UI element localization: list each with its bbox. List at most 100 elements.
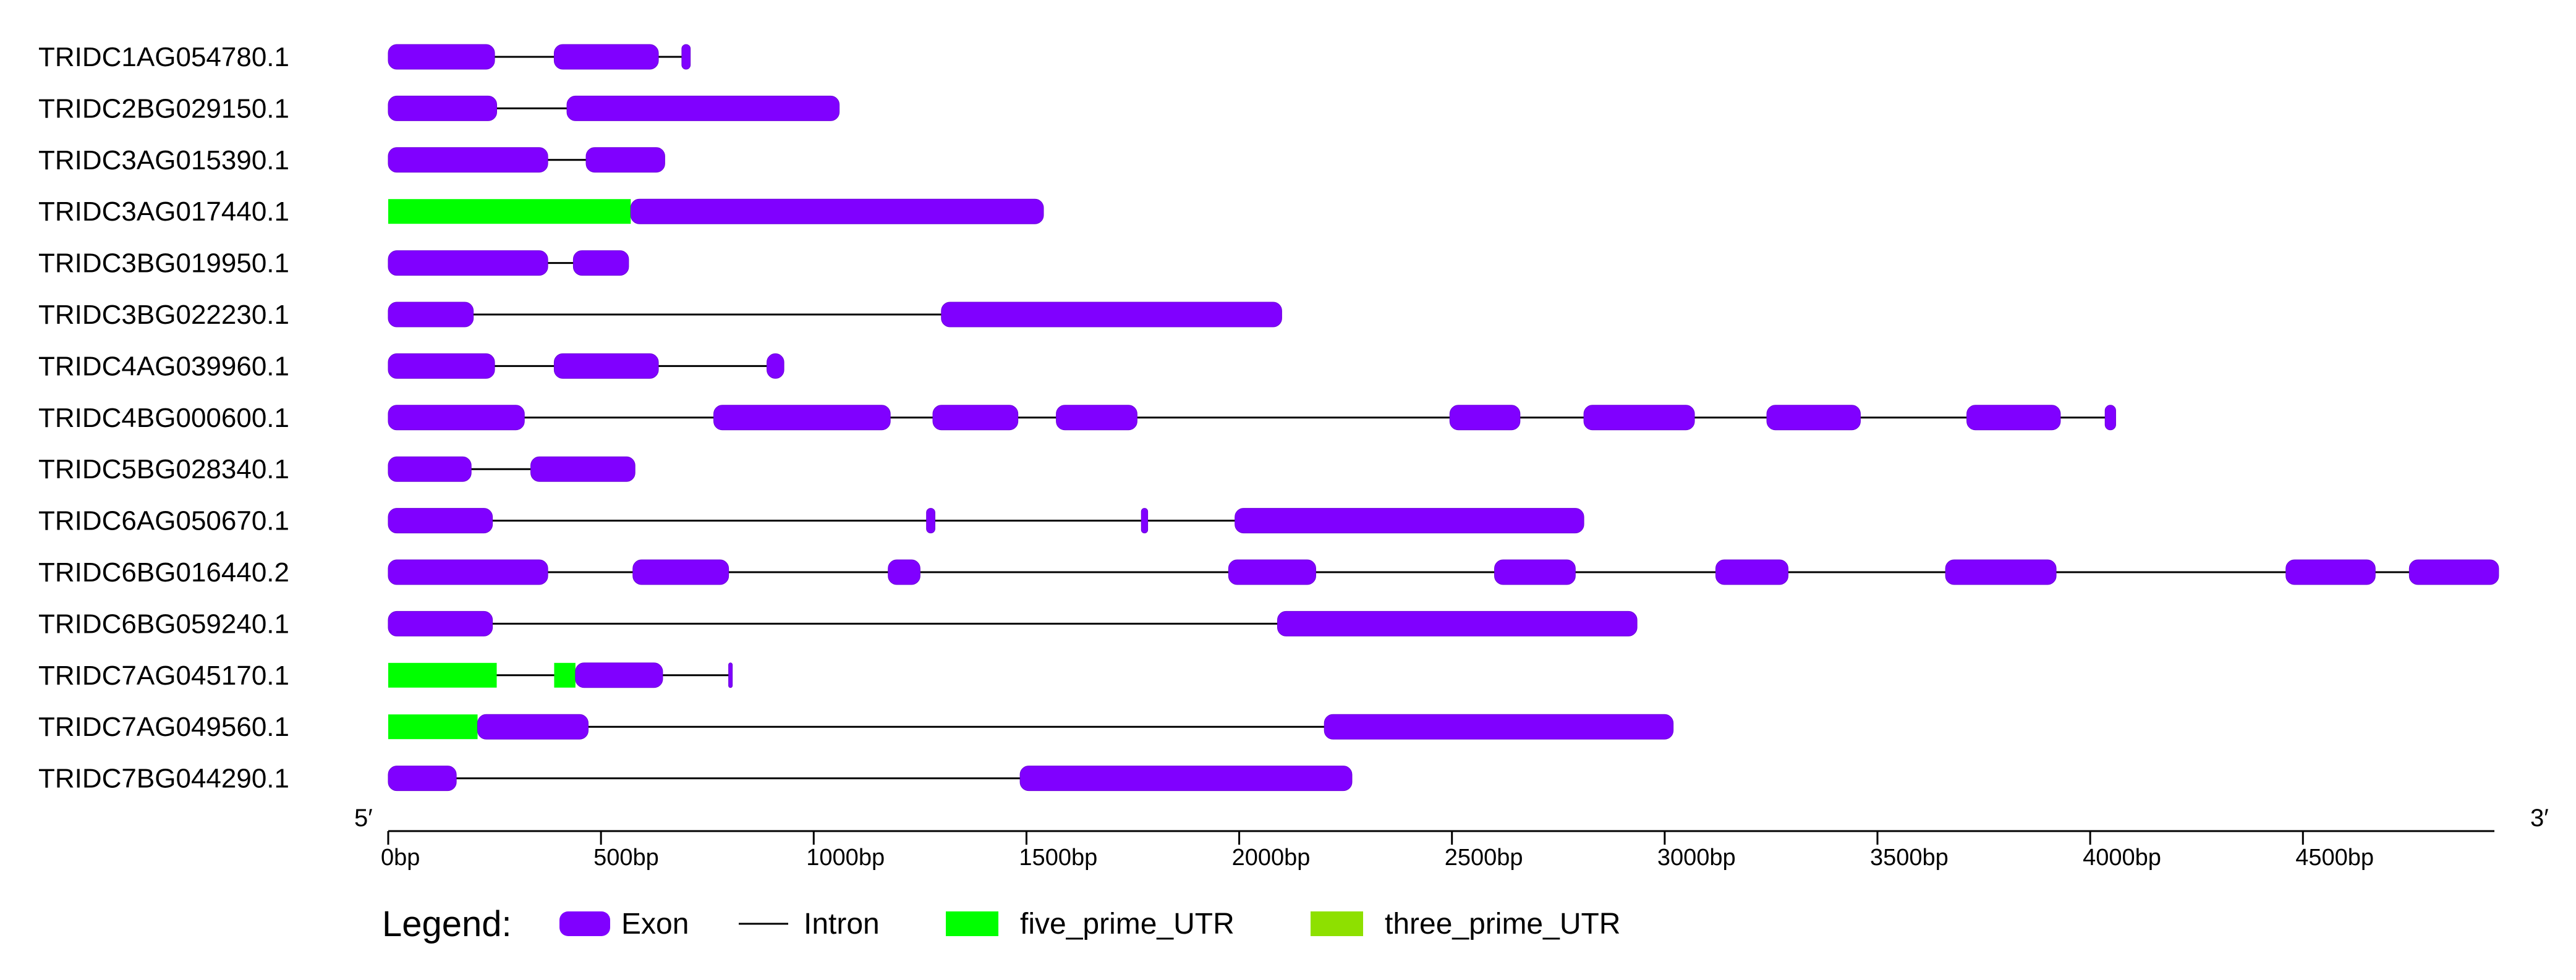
exon — [2408, 559, 2499, 585]
exon — [1228, 559, 1316, 585]
gene-row: TRIDC3BG022230.1 — [38, 300, 1282, 330]
tick-label: 2000bp — [1232, 845, 1311, 871]
tick-label: 500bp — [593, 845, 659, 871]
exon — [1966, 405, 2061, 431]
exon — [1715, 559, 1788, 585]
gene-row: TRIDC3AG015390.1 — [38, 145, 665, 175]
gene-label: TRIDC2BG029150.1 — [38, 93, 289, 124]
five-prime-utr — [388, 714, 478, 740]
exon — [575, 662, 663, 688]
gene-label: TRIDC7AG045170.1 — [38, 661, 289, 691]
tick-label: 1500bp — [1019, 845, 1097, 871]
gene-row: TRIDC6BG059240.1 — [38, 609, 1638, 639]
exon — [1235, 508, 1584, 534]
five-prime-end-label: 5′ — [354, 805, 373, 832]
exon — [888, 559, 920, 585]
five-prime-utr — [388, 662, 497, 688]
legend-item-intron: Intron — [739, 908, 880, 940]
exon — [2104, 405, 2116, 431]
exon — [388, 302, 474, 327]
exon — [388, 353, 495, 379]
gene-label: TRIDC4AG039960.1 — [38, 351, 289, 381]
gene-row: TRIDC1AG054780.1 — [38, 42, 691, 72]
legend-swatch-three-prime-UTR — [1311, 911, 1363, 936]
legend-title: Legend: — [382, 904, 512, 944]
exon — [388, 610, 493, 636]
gene-label: TRIDC6BG059240.1 — [38, 609, 289, 639]
exon — [1494, 559, 1576, 585]
x-axis: 0bp 500bp 1000bp 1500bp 2000bp 2500bp 3000bp 35… — [354, 805, 2549, 871]
exon — [388, 44, 495, 70]
legend-label: Intron — [804, 908, 880, 940]
exon — [388, 559, 548, 585]
gene-label: TRIDC3AG017440.1 — [38, 196, 289, 227]
exon — [572, 250, 629, 276]
gene-row: TRIDC7AG049560.1 — [38, 712, 1674, 742]
exon — [728, 662, 733, 688]
gene-row: TRIDC4BG000600.1 — [38, 403, 2116, 433]
five-prime-utr — [554, 662, 576, 688]
five-prime-utr — [388, 199, 631, 224]
gene-row: TRIDC3BG019950.1 — [38, 248, 629, 279]
gene-row: TRIDC2BG029150.1 — [38, 93, 840, 124]
exon — [388, 508, 493, 534]
legend-swatch-exon — [559, 911, 610, 936]
exon — [1277, 610, 1638, 636]
legend-item-three-prime-UTR: three_prime_UTR — [1311, 908, 1620, 940]
tick-label: 2500bp — [1445, 845, 1523, 871]
exon — [630, 198, 1044, 224]
exon — [585, 147, 665, 173]
exon — [767, 353, 784, 379]
legend-label: five_prime_UTR — [1020, 908, 1235, 940]
exon — [926, 508, 935, 534]
gene-row: TRIDC6BG016440.2 — [38, 557, 2499, 588]
gene-row: TRIDC6AG050670.1 — [38, 506, 1584, 536]
legend-label: Exon — [621, 908, 689, 940]
gene-label: TRIDC7BG044290.1 — [38, 764, 289, 794]
three-prime-end-label: 3′ — [2530, 805, 2549, 832]
exon — [932, 405, 1019, 431]
gene-label: TRIDC4BG000600.1 — [38, 403, 289, 433]
gene-label: TRIDC7AG049560.1 — [38, 712, 289, 742]
exon — [388, 95, 498, 121]
legend-item-five-prime-UTR: five_prime_UTR — [946, 908, 1235, 940]
gene-label: TRIDC3BG022230.1 — [38, 300, 289, 330]
exon — [553, 44, 659, 70]
tick-label: 3000bp — [1657, 845, 1736, 871]
gene-row: TRIDC3AG017440.1 — [38, 196, 1044, 227]
legend-label: three_prime_UTR — [1385, 908, 1620, 940]
exon — [388, 250, 548, 276]
exon — [1056, 405, 1137, 431]
exon — [553, 353, 659, 379]
tick-label: 3500bp — [1870, 845, 1949, 871]
gene-row: TRIDC5BG028340.1 — [38, 454, 635, 484]
legend-swatch-five-prime-UTR — [946, 911, 998, 936]
exon — [388, 147, 548, 173]
gene-label: TRIDC3AG015390.1 — [38, 145, 289, 175]
exon — [2285, 559, 2376, 585]
exon — [388, 456, 472, 482]
gene-row: TRIDC4AG039960.1 — [38, 351, 784, 381]
exon — [681, 44, 691, 70]
exon — [1945, 559, 2057, 585]
gene-label: TRIDC6BG016440.2 — [38, 557, 289, 588]
gene-label: TRIDC6AG050670.1 — [38, 506, 289, 536]
gene-row: TRIDC7AG045170.1 — [38, 661, 733, 691]
tick-label: 4500bp — [2295, 845, 2374, 871]
gene-label: TRIDC5BG028340.1 — [38, 454, 289, 484]
exon — [388, 766, 457, 792]
legend-item-exon: Exon — [559, 908, 689, 940]
exon — [477, 714, 589, 740]
exon — [632, 559, 729, 585]
exon — [1766, 405, 1861, 431]
exon — [1449, 405, 1521, 431]
tick-label: 0bp — [381, 845, 420, 871]
exon — [1583, 405, 1695, 431]
exon — [530, 456, 635, 482]
exon — [566, 95, 840, 121]
exon — [388, 405, 525, 431]
gene-row: TRIDC7BG044290.1 — [38, 764, 1353, 794]
exon — [1019, 766, 1353, 792]
exon — [713, 405, 891, 431]
